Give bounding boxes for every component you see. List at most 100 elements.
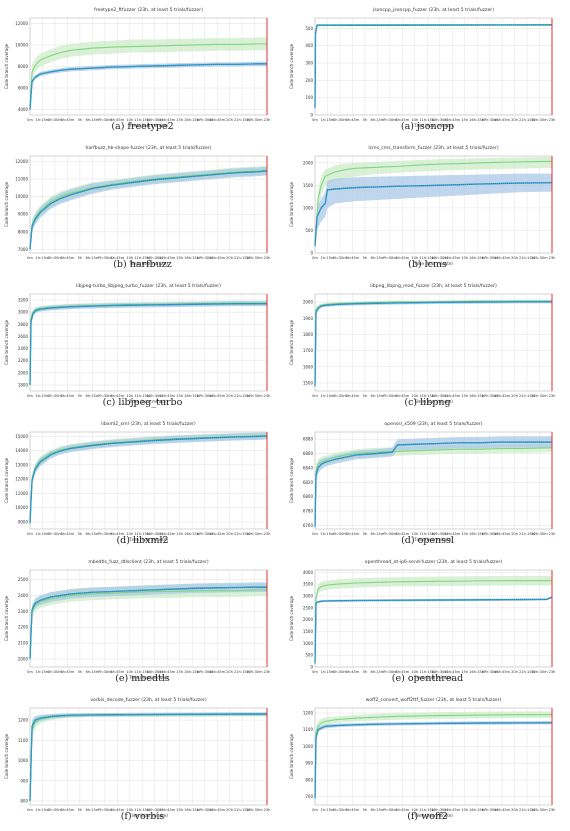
x-tick-label: 8h:45m <box>110 394 124 398</box>
x-tick-label: 22h:30m <box>531 670 548 674</box>
x-tick-label: 6h:15m <box>85 394 99 398</box>
x-tick-label: 1h:15m <box>321 532 335 536</box>
x-tick-label: 15h <box>176 532 183 536</box>
x-tick-label: 12h:30m <box>147 256 164 260</box>
y-tick-label: 10000 <box>15 505 28 510</box>
y-tick-label: 2400 <box>18 593 29 598</box>
x-tick-label: 17h:30m <box>482 532 499 536</box>
x-tick-label: 22h:30m <box>246 394 263 398</box>
x-tick-label: 21h:15m <box>234 256 251 260</box>
x-tick-label: 23h <box>549 670 556 674</box>
y-tick-label: 12000 <box>15 477 28 482</box>
x-tick-label: 15h <box>461 532 468 536</box>
x-axis-label: Time (hour:minute) <box>128 537 168 542</box>
chart-title: vorbis_decode_fuzzer (23h, at least 5 tr… <box>90 697 207 703</box>
x-tick-label: 22h:30m <box>246 532 263 536</box>
blue-series-line <box>29 435 268 524</box>
x-tick-label: 10h <box>126 808 133 812</box>
chart-title: woff2_convert_woff2ttf_fuzzer (23h, at l… <box>366 697 502 703</box>
y-tick-label: 1000 <box>303 205 314 210</box>
chart-title: openssl_x509 (23h, at least 5 trials/fuz… <box>384 421 482 427</box>
coverage-chart: openssl_x509 (23h, at least 5 trials/fuz… <box>289 421 555 542</box>
x-tick-label: 1h:15m <box>36 532 50 536</box>
x-tick-label: 13h:45m <box>444 532 461 536</box>
x-tick-label: 6h:15m <box>370 670 384 674</box>
coverage-chart: woff2_convert_woff2ttf_fuzzer (23h, at l… <box>289 697 555 818</box>
x-tick-label: 10h <box>411 670 418 674</box>
x-tick-label: 10h <box>126 670 133 674</box>
y-tick-label: 6000 <box>18 86 29 91</box>
y-tick-label: 1500 <box>303 380 314 385</box>
chart-title: jsoncpp_jsoncpp_fuzzer (23h, at least 5 … <box>372 7 494 13</box>
x-tick-label: 2h:30m <box>333 118 347 122</box>
y-tick-label: 1900 <box>303 316 314 321</box>
x-tick-label: 15h <box>176 256 183 260</box>
y-tick-label: 400 <box>305 43 313 48</box>
x-axis-label: Time (hour:minute) <box>128 399 168 404</box>
y-tick-label: 2000 <box>303 300 314 305</box>
y-axis-label: Code branch coverage <box>289 43 294 89</box>
chart-panel: lcms_cms_transform_fuzzer (23h, at least… <box>285 138 570 276</box>
x-tick-label: 23h <box>549 256 556 260</box>
x-tick-label: 7h:30m <box>98 808 112 812</box>
x-tick-label: 3h:45m <box>345 394 359 398</box>
x-tick-label: 16h:15m <box>469 670 486 674</box>
x-tick-label: 10h <box>411 532 418 536</box>
green-series-line <box>29 589 267 660</box>
x-tick-label: 18h:45m <box>494 394 511 398</box>
x-axis-label: Time (hour:minute) <box>413 123 453 128</box>
coverage-chart: libpng_libpng_read_fuzzer (23h, at least… <box>289 283 555 404</box>
x-tick-label: 2h:30m <box>48 808 62 812</box>
y-tick-label: 4000 <box>303 570 314 575</box>
blue-series-line <box>314 722 553 799</box>
x-tick-label: 8h:45m <box>395 394 409 398</box>
x-tick-label: 20h <box>511 256 518 260</box>
x-axis-label: Time (hour:minute) <box>413 537 453 542</box>
y-tick-label: 2800 <box>18 322 29 327</box>
x-tick-label: 8h:45m <box>110 118 124 122</box>
x-tick-label: 7h:30m <box>98 394 112 398</box>
x-tick-label: 3h:45m <box>60 670 74 674</box>
x-tick-label: 10h <box>411 256 418 260</box>
cyan-dotted-overlay <box>29 170 268 250</box>
x-tick-label: 1h:15m <box>321 256 335 260</box>
x-tick-label: 3h:45m <box>60 808 74 812</box>
y-tick-label: 1200 <box>18 718 29 723</box>
y-tick-label: 1100 <box>303 727 314 732</box>
x-tick-label: 15h <box>176 394 183 398</box>
coverage-chart: libjpeg-turbo_libjpeg_turbo_fuzzer (23h,… <box>4 283 270 404</box>
x-tick-label: 2h:30m <box>48 532 62 536</box>
x-tick-label: 20h <box>226 670 233 674</box>
x-tick-label: 16h:15m <box>184 532 201 536</box>
chart-title: libxml2_xml (23h, at least 5 trials/fuzz… <box>101 421 196 427</box>
x-axis-label: Time (hour:minute) <box>128 813 168 818</box>
chart-title: libpng_libpng_read_fuzzer (23h, at least… <box>370 283 497 289</box>
x-tick-label: 13h:45m <box>444 118 461 122</box>
y-tick-label: 6800 <box>303 494 314 499</box>
x-tick-label: 13h:45m <box>444 256 461 260</box>
figure-caption: (a) jsoncpp <box>400 121 455 132</box>
x-tick-label: 16h:15m <box>469 808 486 812</box>
x-tick-label: 15h <box>176 118 183 122</box>
figure-caption: (f) vorbis <box>120 811 165 822</box>
blue-confidence-band <box>315 721 552 800</box>
y-tick-label: 3500 <box>303 582 314 587</box>
blue-confidence-band <box>315 436 552 531</box>
y-tick-label: 8000 <box>18 229 29 234</box>
x-tick-label: 10h <box>411 118 418 122</box>
x-tick-label: 3h:45m <box>345 532 359 536</box>
y-tick-label: 7000 <box>18 247 29 252</box>
green-series-line <box>29 713 267 801</box>
x-tick-label: 0m <box>312 256 318 260</box>
x-tick-label: 12h:30m <box>432 118 449 122</box>
x-tick-label: 2h:30m <box>333 808 347 812</box>
x-tick-label: 17h:30m <box>482 256 499 260</box>
x-tick-label: 3h:45m <box>345 256 359 260</box>
x-tick-label: 17h:30m <box>197 256 214 260</box>
x-tick-label: 23h <box>264 256 271 260</box>
y-tick-label: 500 <box>305 228 313 233</box>
green-series-line <box>314 714 552 797</box>
y-tick-label: 500 <box>305 653 313 658</box>
chart-panel: woff2_convert_woff2ttf_fuzzer (23h, at l… <box>285 690 570 828</box>
x-tick-label: 18h:45m <box>494 118 511 122</box>
